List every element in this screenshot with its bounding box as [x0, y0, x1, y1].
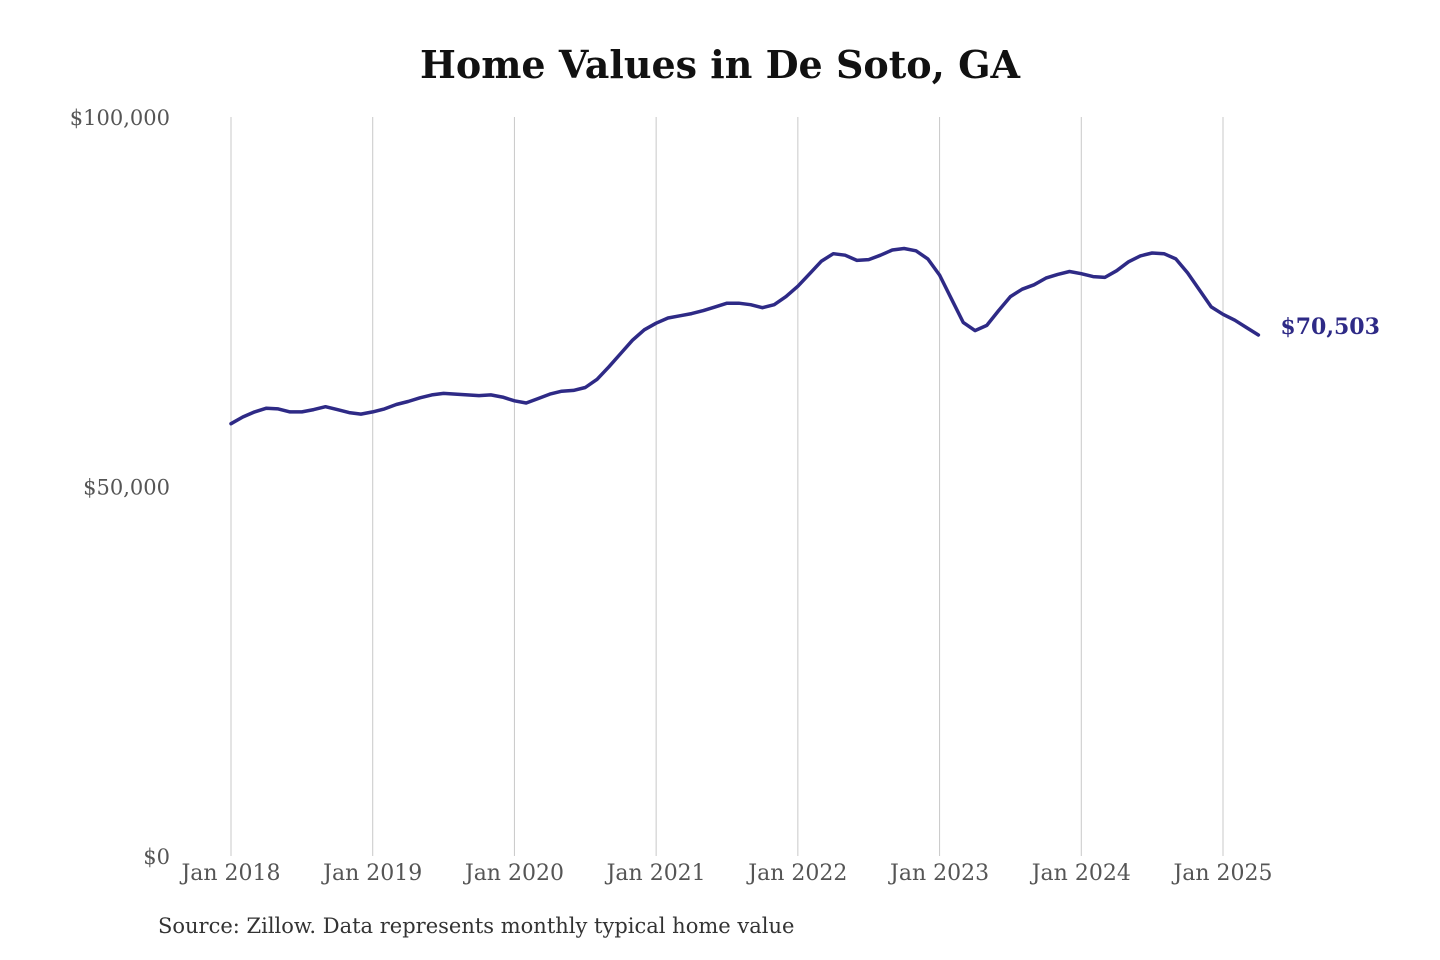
x-tick-label: Jan 2019: [321, 861, 422, 886]
x-tick-label: Jan 2025: [1171, 861, 1272, 886]
series-line: [229, 246, 1261, 426]
x-tick-label: Jan 2018: [179, 861, 280, 886]
y-tick-label: $50,000: [83, 476, 170, 500]
end-value-label: $70,503: [1280, 314, 1380, 340]
x-tick-label: Jan 2020: [463, 861, 564, 886]
x-tick-label: Jan 2023: [888, 861, 989, 886]
chart-title: Home Values in De Soto, GA: [419, 42, 1021, 87]
x-tick-label: Jan 2024: [1030, 861, 1131, 886]
x-tick-label: Jan 2022: [746, 861, 847, 886]
x-tick-label: Jan 2021: [605, 861, 706, 886]
y-tick-label: $0: [143, 845, 170, 869]
source-note: Source: Zillow. Data represents monthly …: [158, 914, 795, 938]
y-tick-label: $100,000: [70, 106, 170, 130]
